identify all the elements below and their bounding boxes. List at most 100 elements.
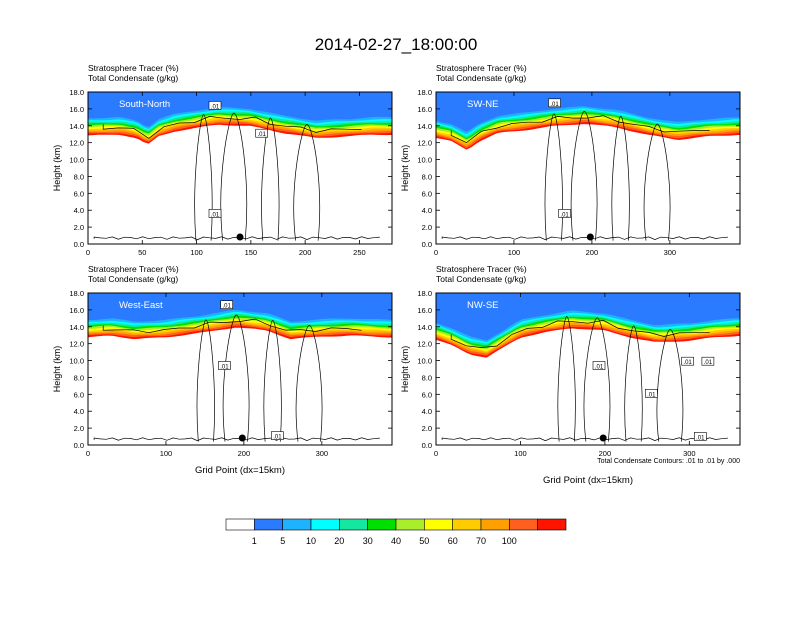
west-east-condensate-contour-cirrus	[102, 318, 362, 334]
nw-se-xtick-label-0: 0	[434, 449, 438, 458]
west-east-condensate-contour-tower-4	[295, 324, 323, 442]
nw-se-ytick-label-6: 12.0	[417, 340, 432, 349]
south-north-condensate-contour-cirrus	[102, 116, 362, 139]
sw-ne-ytick-label-0: 0.0	[422, 240, 432, 249]
nw-se-xtick-label-2: 200	[599, 449, 612, 458]
south-north-panel-name: South-North	[119, 99, 170, 110]
west-east-ylabel: Height (km)	[52, 346, 62, 393]
west-east-xtick-label-0: 0	[86, 449, 90, 458]
nw-se-ytick-label-7: 14.0	[417, 323, 432, 332]
west-east-ytick-label-7: 14.0	[69, 323, 84, 332]
nw-se-ytick-label-1: 2.0	[422, 424, 432, 433]
west-east-field-label-condensate: Total Condensate (g/kg)	[88, 274, 178, 284]
south-north-contour-label-box-2	[255, 128, 268, 138]
nw-se-axes-frame	[435, 292, 741, 446]
nw-se-ytick-label-2: 4.0	[422, 407, 432, 416]
colorbar-box-10	[509, 518, 538, 531]
west-east-contour-label-box-3	[271, 431, 284, 440]
sw-ne-condensate-contour-tower-3	[611, 115, 630, 241]
west-east-panel-name: West-East	[119, 300, 163, 311]
sw-ne-xtick-label-0: 0	[434, 248, 438, 257]
south-north-ytick-label-0: 0.0	[74, 240, 84, 249]
south-north-ytick-label-1: 2.0	[74, 223, 84, 232]
south-north-contour-label-box-3	[208, 209, 222, 218]
south-north-ytick-label-7: 14.0	[69, 122, 84, 131]
nw-se-condensate-contour-tower-1	[557, 316, 576, 442]
nw-se-ytick-label-0: 0.0	[422, 441, 432, 450]
panel-nw-se: Stratosphere Tracer (%) Total Condensate …	[400, 264, 741, 486]
south-north-condensate-contour-tower-4	[293, 124, 320, 241]
nw-se-xtick-label-1: 100	[514, 449, 527, 458]
nw-se-contour-label-box-4	[701, 356, 715, 366]
west-east-contour-label-2: .01	[220, 365, 229, 371]
west-east-ytick-label-2: 4.0	[74, 407, 84, 416]
west-east-field-label-tracer: Stratosphere Tracer (%)	[88, 264, 179, 274]
sw-ne-ytick-label-1: 2.0	[422, 223, 432, 232]
west-east-contour-label-box-2	[218, 361, 231, 370]
west-east-ytick-label-6: 12.0	[69, 340, 84, 349]
sw-ne-contour-label-box-2	[558, 209, 571, 218]
nw-se-condensate-contour-cirrus	[450, 319, 710, 348]
sw-ne-axes-frame	[435, 91, 741, 245]
sw-ne-ytick-label-7: 14.0	[417, 122, 432, 131]
west-east-xtick-label-3: 300	[316, 449, 329, 458]
south-north-contour-label-3: .01	[211, 212, 220, 218]
sw-ne-ylabel: Height (km)	[400, 145, 410, 192]
contour-footnote: Total Condensate Contours: .01 to .01 by…	[597, 458, 740, 465]
sw-ne-contour-label-box-1	[548, 98, 561, 108]
nw-se-panel-name: NW-SE	[467, 300, 499, 311]
west-east-xtick-label-2: 200	[238, 449, 251, 458]
colorbar-label-7: 60	[448, 536, 458, 546]
sw-ne-condensate-contour-tower-2	[570, 111, 598, 241]
west-east-ytick-label-8: 16.0	[69, 306, 84, 315]
south-north-ytick-label-5: 10.0	[69, 156, 84, 165]
south-north-contour-label-2: .01	[258, 132, 267, 138]
nw-se-condensate-contour-low	[441, 437, 728, 442]
south-north-xtick-label-5: 250	[353, 248, 366, 257]
south-north-xtick-label-1: 50	[138, 248, 146, 257]
sw-ne-condensate-contour-low	[441, 236, 728, 241]
nw-se-field-label-tracer: Stratosphere Tracer (%)	[436, 264, 527, 274]
south-north-ytick-label-4: 8.0	[74, 172, 84, 181]
nw-se-ytick-label-5: 10.0	[417, 357, 432, 366]
south-north-condensate-contour-tower-3	[261, 117, 280, 241]
south-north-xtick-label-4: 200	[299, 248, 312, 257]
colorbar-box-3	[310, 518, 340, 531]
sw-ne-center-marker	[586, 233, 594, 241]
sw-ne-condensate-contour-tower-4	[643, 123, 671, 241]
nw-se-xlabel: Grid Point (dx=15km)	[543, 475, 633, 486]
nw-se-contour-label-1: .01	[595, 365, 604, 371]
nw-se-contour-label-2: .01	[647, 392, 656, 398]
colorbar-label-3: 20	[334, 536, 344, 546]
colorbar-label-8: 70	[476, 536, 486, 546]
colorbar-label-2: 10	[306, 536, 316, 546]
sw-ne-field-label-tracer: Stratosphere Tracer (%)	[436, 63, 527, 73]
colorbar-label-0: 1	[252, 536, 257, 546]
sw-ne-ytick-label-4: 8.0	[422, 172, 432, 181]
south-north-condensate-contour-tower-1	[194, 114, 213, 241]
colorbar-box-6	[395, 518, 425, 531]
figure-title: 2014-02-27_18:00:00	[315, 35, 478, 54]
west-east-contour-label-box-1	[220, 300, 233, 310]
colorbar-label-6: 50	[419, 536, 429, 546]
west-east-xtick-label-1: 100	[160, 449, 173, 458]
sw-ne-xtick-label-2: 200	[586, 248, 599, 257]
west-east-contour-label-3: .01	[273, 435, 282, 441]
colorbar-box-2	[282, 518, 312, 531]
sw-ne-ytick-label-8: 16.0	[417, 105, 432, 114]
sw-ne-tracer-band-0	[436, 92, 740, 132]
west-east-xlabel: Grid Point (dx=15km)	[195, 465, 285, 476]
west-east-axes-frame	[87, 292, 393, 446]
sw-ne-ytick-label-3: 6.0	[422, 189, 432, 198]
nw-se-contour-label-5: .01	[696, 435, 705, 441]
colorbar-box-7	[424, 518, 453, 531]
south-north-center-marker	[236, 233, 244, 241]
nw-se-contour-label-box-3	[681, 356, 694, 366]
colorbar-box-8	[452, 518, 482, 531]
south-north-ylabel: Height (km)	[52, 145, 62, 192]
west-east-ytick-label-3: 6.0	[74, 390, 84, 399]
sw-ne-ytick-label-5: 10.0	[417, 156, 432, 165]
colorbar-label-4: 30	[363, 536, 373, 546]
west-east-ytick-label-9: 18.0	[69, 289, 84, 298]
